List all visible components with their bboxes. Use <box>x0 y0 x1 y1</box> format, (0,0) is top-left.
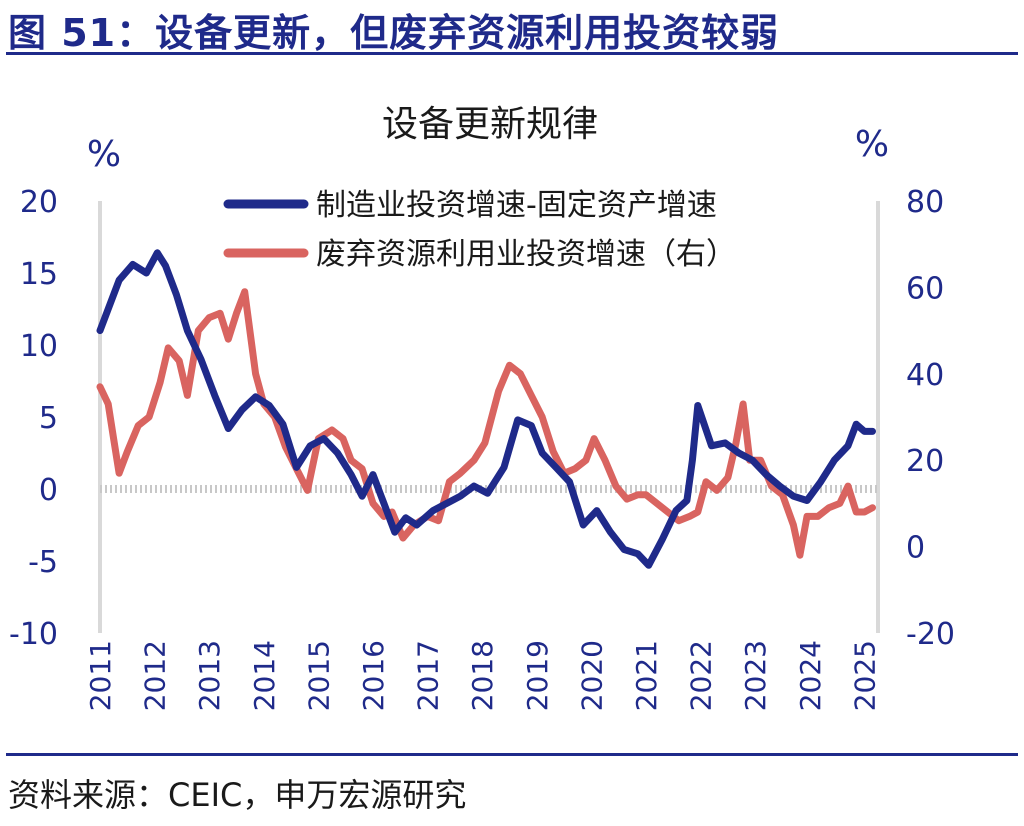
chart-title: 设备更新规律 <box>382 104 598 145</box>
x-tick-label: 2021 <box>630 640 663 711</box>
left-tick-label: 5 <box>39 401 58 436</box>
left-tick-label: 15 <box>20 257 58 292</box>
right-tick-label: 20 <box>906 444 944 479</box>
x-tick-label: 2017 <box>412 640 445 711</box>
title-rule <box>6 52 1018 55</box>
right-tick-label: 40 <box>906 358 944 393</box>
left-axis-unit: % <box>87 134 121 175</box>
right-tick-label: 0 <box>906 531 925 566</box>
x-tick-label: 2013 <box>193 640 226 711</box>
x-tick-label: 2022 <box>685 640 718 711</box>
left-tick-label: 10 <box>20 329 58 364</box>
legend-label-waste: 废弃资源利用业投资增速（右） <box>316 237 736 272</box>
left-tick-label: 0 <box>39 473 58 508</box>
series-line-manufacturing <box>96 249 876 569</box>
x-tick-label: 2012 <box>139 640 172 711</box>
series-line-waste-resources <box>96 288 876 559</box>
x-tick-label: 2024 <box>794 640 827 711</box>
x-tick-label: 2019 <box>521 640 554 711</box>
legend: 制造业投资增速-固定资产增速 废弃资源利用业投资增速（右） <box>223 188 736 272</box>
x-tick-label: 2020 <box>575 640 608 711</box>
left-tick-label: -5 <box>28 545 58 580</box>
x-tick-label: 2025 <box>848 640 881 711</box>
x-tick-label: 2016 <box>357 640 390 711</box>
legend-label-manufacturing: 制造业投资增速-固定资产增速 <box>316 188 717 223</box>
plot-frame <box>98 201 880 633</box>
left-axis-ticks: 20 15 10 5 0 -5 -10 <box>9 185 58 652</box>
source-note: 资料来源：CEIC，申万宏源研究 <box>8 776 467 814</box>
x-tick-label: 2023 <box>739 640 772 711</box>
right-axis-unit: % <box>855 124 889 165</box>
left-tick-label: 20 <box>20 185 58 220</box>
figure-title: 图 51：设备更新，但废弃资源利用投资较弱 <box>8 11 780 55</box>
series-layer <box>96 249 876 569</box>
left-tick-label: -10 <box>9 617 58 652</box>
right-tick-label: 80 <box>906 185 944 220</box>
right-tick-label: -20 <box>906 617 955 652</box>
x-tick-label: 2015 <box>302 640 335 711</box>
x-tick-label: 2011 <box>84 640 117 711</box>
x-tick-label: 2018 <box>466 640 499 711</box>
x-axis-ticks: 2011 2012 2013 2014 2015 2016 2017 2018 2019 2020… <box>84 640 881 711</box>
right-axis-ticks: 80 60 40 20 0 -20 <box>906 185 955 652</box>
right-tick-label: 60 <box>906 271 944 306</box>
footer-rule <box>6 753 1018 756</box>
x-tick-label: 2014 <box>248 640 281 711</box>
